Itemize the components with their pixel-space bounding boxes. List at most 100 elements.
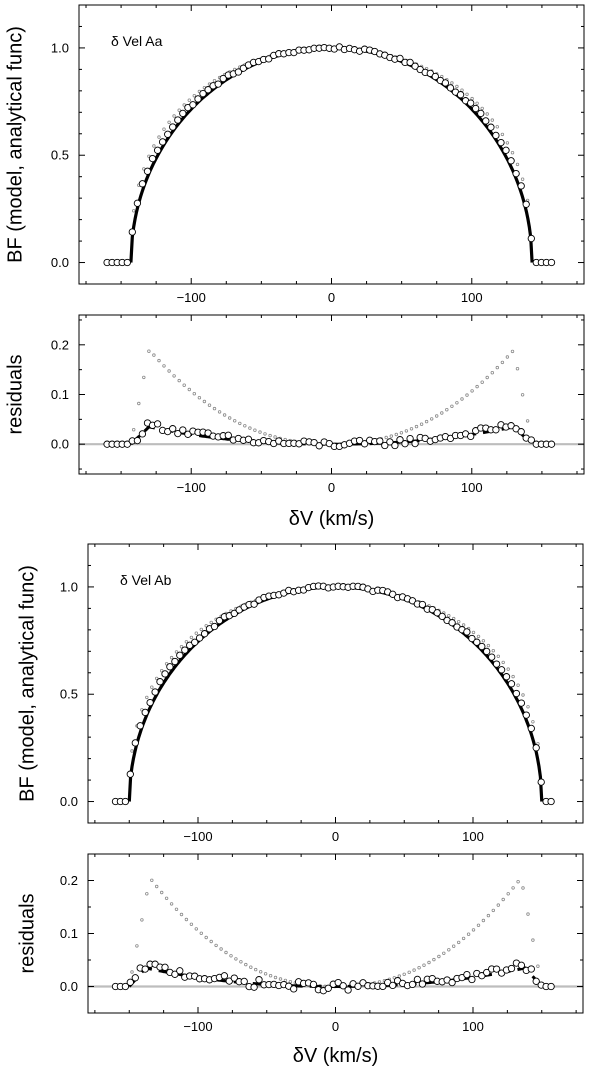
model-dot bbox=[273, 975, 278, 980]
observed-point bbox=[527, 965, 535, 973]
observed-point bbox=[473, 638, 481, 646]
model-dot bbox=[169, 902, 174, 906]
panel-ab-residuals: −100 0 100 0.0 0.1 0.2 residuals δV (km/s) bbox=[16, 853, 584, 1067]
observed-point bbox=[512, 169, 520, 178]
observed-point bbox=[487, 123, 495, 131]
observed-point bbox=[195, 634, 204, 642]
y-axis-label: residuals bbox=[4, 354, 26, 434]
model-dot bbox=[243, 424, 247, 428]
y-tick-label: 0.5 bbox=[60, 687, 78, 702]
x-axis-label: δV (km/s) bbox=[289, 508, 375, 530]
model-dot bbox=[273, 435, 277, 439]
observed-point bbox=[339, 982, 347, 990]
model-dot bbox=[194, 631, 198, 635]
observed-point bbox=[492, 660, 501, 668]
model-dot bbox=[506, 892, 510, 896]
model-dot bbox=[154, 884, 159, 889]
y-tick-label: 1.0 bbox=[51, 40, 69, 55]
x-axis-label: δV (km/s) bbox=[293, 1045, 379, 1067]
x-tick-label: 0 bbox=[332, 829, 339, 844]
observed-point bbox=[467, 432, 475, 441]
observed-point bbox=[143, 167, 152, 175]
observed-point bbox=[133, 436, 142, 445]
model-dot bbox=[192, 392, 196, 396]
panel-annotation: δ Vel Aa bbox=[111, 33, 163, 49]
model-dot bbox=[475, 384, 479, 389]
model-dot bbox=[506, 667, 510, 671]
observed-circles-series bbox=[111, 959, 555, 995]
observed-point bbox=[126, 770, 134, 778]
observed-point bbox=[448, 978, 456, 987]
model-dot bbox=[187, 98, 191, 102]
model-dot bbox=[422, 963, 426, 967]
model-dot bbox=[485, 112, 489, 116]
model-dot bbox=[440, 411, 444, 415]
observed-point bbox=[161, 670, 169, 678]
observed-point bbox=[488, 653, 496, 661]
model-dot bbox=[491, 649, 495, 653]
model-dot bbox=[217, 410, 222, 414]
x-tick-label: −100 bbox=[183, 1019, 212, 1034]
observed-point bbox=[502, 673, 511, 681]
observed-point bbox=[199, 89, 207, 98]
model-dot bbox=[258, 430, 262, 434]
model-dot bbox=[424, 419, 429, 424]
model-dot bbox=[414, 424, 419, 429]
model-dot bbox=[234, 957, 238, 961]
model-dot bbox=[526, 705, 530, 709]
x-tick-label: 100 bbox=[461, 480, 483, 495]
model-dot bbox=[199, 931, 203, 935]
model-dot bbox=[476, 634, 481, 639]
observed-point bbox=[131, 974, 139, 982]
model-dot bbox=[150, 878, 154, 882]
observed-point bbox=[164, 130, 172, 138]
observed-point bbox=[408, 980, 417, 989]
observed-point bbox=[401, 440, 409, 448]
observed-point bbox=[522, 200, 530, 208]
model-dot bbox=[452, 944, 456, 948]
y-axis-label: BF (model, analytical func) bbox=[4, 26, 26, 263]
observed-point bbox=[220, 972, 229, 980]
observed-point bbox=[547, 797, 555, 806]
model-dot bbox=[248, 426, 252, 430]
observed-point bbox=[138, 180, 147, 188]
model-dot bbox=[465, 92, 469, 96]
model-dot bbox=[150, 685, 154, 689]
observed-point bbox=[478, 642, 486, 651]
y-tick-label: 0.2 bbox=[60, 873, 78, 888]
model-dot bbox=[199, 627, 203, 632]
model-dot bbox=[219, 947, 223, 951]
model-dot bbox=[184, 917, 189, 922]
model-dot bbox=[516, 683, 520, 687]
model-dot bbox=[455, 401, 459, 405]
observed-point bbox=[214, 80, 222, 88]
y-tick-label: 0.2 bbox=[51, 337, 69, 352]
x-tick-label: 0 bbox=[328, 480, 335, 495]
observed-point bbox=[174, 429, 182, 438]
observed-point bbox=[527, 234, 535, 243]
model-dot bbox=[159, 890, 164, 895]
model-dot bbox=[189, 922, 194, 926]
observed-point bbox=[169, 425, 177, 433]
model-dot bbox=[207, 403, 212, 407]
observed-point bbox=[547, 258, 556, 267]
model-dot bbox=[475, 101, 479, 105]
model-dot bbox=[384, 435, 388, 440]
model-dot bbox=[447, 614, 451, 618]
y-tick-label: 0.0 bbox=[51, 437, 69, 452]
observed-point bbox=[215, 616, 224, 625]
observed-point bbox=[468, 634, 476, 643]
observed-point bbox=[158, 138, 167, 146]
observed-point bbox=[472, 104, 480, 113]
observed-point bbox=[547, 982, 555, 991]
model-dot bbox=[224, 950, 228, 955]
model-dot bbox=[481, 918, 486, 923]
model-dot bbox=[417, 966, 421, 970]
observed-point bbox=[200, 630, 209, 638]
model-dot bbox=[476, 923, 481, 927]
x-tick-label: 0 bbox=[332, 1019, 339, 1034]
model-dot bbox=[268, 974, 273, 978]
observed-point bbox=[497, 138, 505, 147]
model-dot bbox=[268, 433, 272, 438]
x-tick-label: −100 bbox=[183, 829, 212, 844]
